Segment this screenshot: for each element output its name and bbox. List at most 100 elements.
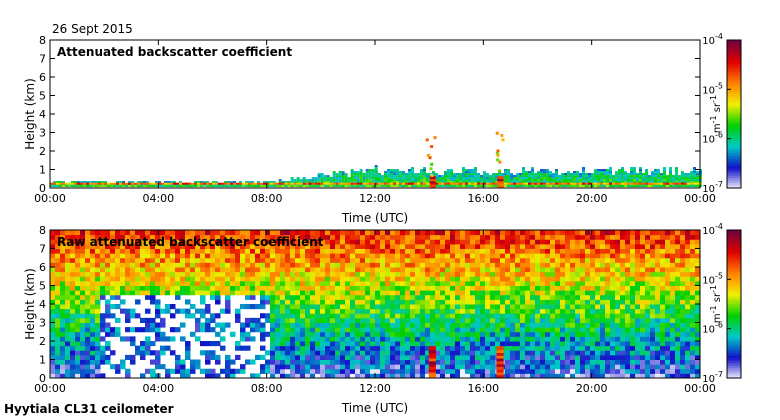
- heatmap-cell: [600, 354, 606, 360]
- heatmap-cell: [420, 299, 426, 305]
- heatmap-cell: [420, 230, 426, 236]
- heatmap-cell: [609, 181, 612, 184]
- heatmap-cell: [105, 234, 111, 240]
- heatmap-cell: [414, 173, 417, 176]
- heatmap-cell: [560, 373, 566, 379]
- heatmap-cell: [160, 364, 166, 370]
- heatmap-cell: [250, 276, 256, 282]
- heatmap-cell: [417, 185, 420, 188]
- heatmap-cell: [480, 243, 486, 249]
- heatmap-cell: [350, 368, 356, 374]
- heatmap-cell: [465, 253, 471, 259]
- heatmap-cell: [522, 173, 525, 176]
- heatmap-cell: [399, 182, 402, 185]
- heatmap-cell: [537, 179, 540, 182]
- heatmap-cell: [510, 350, 516, 356]
- heatmap-cell: [90, 313, 96, 319]
- heatmap-cell: [50, 262, 56, 268]
- x-tick-label: 20:00: [576, 192, 608, 205]
- heatmap-cell: [530, 327, 536, 333]
- heatmap-cell: [545, 364, 551, 370]
- heatmap-cell: [495, 173, 498, 176]
- heatmap-cell: [155, 327, 161, 333]
- heatmap-cell: [516, 181, 519, 184]
- heatmap-cell: [565, 280, 571, 286]
- heatmap-cell: [165, 280, 171, 286]
- heatmap-cell: [205, 285, 211, 291]
- heatmap-cell: [615, 345, 621, 351]
- heatmap-cell: [465, 185, 468, 188]
- heatmap-cell: [70, 271, 76, 277]
- heatmap-cell: [558, 179, 561, 182]
- heatmap-cell: [257, 185, 260, 188]
- heatmap-cell: [435, 253, 441, 259]
- heatmap-cell: [492, 181, 495, 184]
- heatmap-cell: [441, 177, 444, 180]
- heatmap-cell: [320, 350, 326, 356]
- heatmap-cell: [396, 181, 399, 184]
- heatmap-cell: [605, 234, 611, 240]
- heatmap-cell: [310, 341, 316, 347]
- heatmap-cell: [455, 317, 461, 323]
- heatmap-cell: [120, 262, 126, 268]
- heatmap-cell: [347, 177, 351, 180]
- heatmap-cell: [335, 280, 341, 286]
- heatmap-cell: [125, 313, 131, 319]
- heatmap-cell: [50, 331, 56, 337]
- heatmap-cell: [100, 290, 106, 296]
- heatmap-cell: [175, 290, 181, 296]
- heatmap-cell: [375, 331, 381, 337]
- heatmap-cell: [415, 276, 421, 282]
- heatmap-cell: [260, 182, 263, 185]
- heatmap-cell: [575, 271, 581, 277]
- heatmap-cell: [425, 373, 431, 379]
- heatmap-cell: [620, 331, 626, 337]
- heatmap-cell: [113, 185, 116, 188]
- heatmap-cell: [270, 368, 276, 374]
- heatmap-cell: [317, 181, 321, 184]
- heatmap-cell: [426, 182, 429, 185]
- heatmap-cell: [560, 364, 566, 370]
- heatmap-cell: [430, 341, 436, 347]
- heatmap-cell: [225, 364, 231, 370]
- heatmap-cell: [405, 341, 411, 347]
- heatmap-cell: [396, 179, 399, 182]
- heatmap-cell: [115, 285, 121, 291]
- heatmap-cell: [550, 294, 556, 300]
- heatmap-cell: [681, 179, 684, 182]
- heatmap-cell: [135, 345, 141, 351]
- heatmap-cell: [100, 294, 106, 300]
- heatmap-cell: [355, 280, 361, 286]
- heatmap-cell: [625, 354, 631, 360]
- heatmap-cell: [525, 304, 531, 310]
- heatmap-cell: [185, 182, 188, 185]
- heatmap-cell: [624, 175, 627, 178]
- heatmap-cell: [380, 313, 386, 319]
- heatmap-cell: [480, 336, 486, 342]
- heatmap-cell: [345, 336, 351, 342]
- heatmap-cell: [615, 234, 621, 240]
- heatmap-cell: [100, 257, 106, 263]
- heatmap-cell: [380, 290, 386, 296]
- heatmap-cell: [570, 257, 576, 263]
- heatmap-cell: [195, 276, 201, 282]
- heatmap-cell: [490, 341, 496, 347]
- heatmap-cell: [260, 248, 266, 254]
- heatmap-cell: [630, 317, 636, 323]
- heatmap-cell: [560, 248, 566, 254]
- heatmap-cell: [440, 239, 446, 245]
- heatmap-cell: [475, 234, 481, 240]
- heatmap-cell: [405, 364, 411, 370]
- heatmap-cell: [215, 341, 221, 347]
- heatmap-cell: [95, 267, 101, 273]
- heatmap-cell: [590, 345, 596, 351]
- heatmap-cell: [630, 331, 636, 337]
- heatmap-cell: [100, 243, 106, 249]
- heatmap-cell: [200, 248, 206, 254]
- heatmap-cell: [265, 253, 271, 259]
- heatmap-cell: [272, 182, 276, 185]
- heatmap-cell: [400, 327, 406, 333]
- heatmap-cell: [140, 253, 146, 259]
- heatmap-cell: [130, 313, 136, 319]
- heatmap-cell: [605, 317, 611, 323]
